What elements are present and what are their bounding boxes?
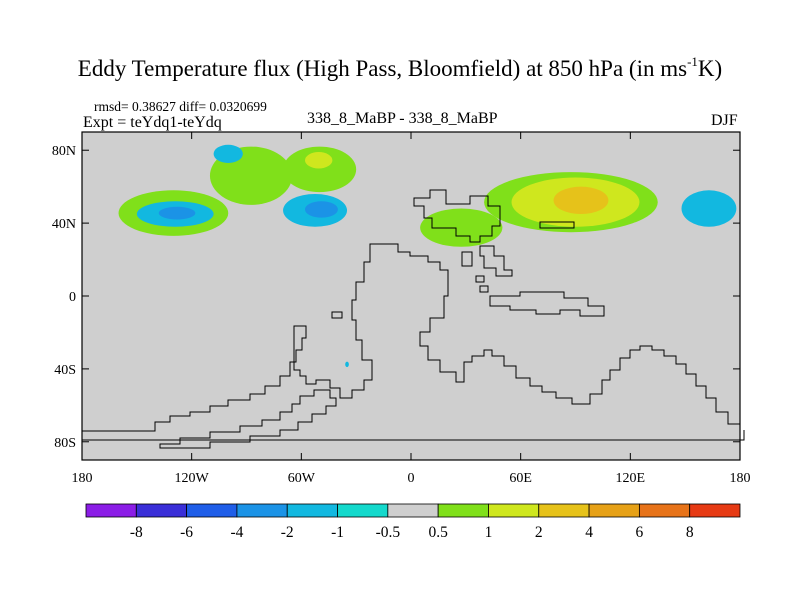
colorbar-swatch [186, 503, 238, 518]
colorbar-label: -0.5 [376, 524, 401, 541]
title-main: Eddy Temperature flux (High Pass, Bloomf… [77, 56, 688, 81]
chart-title: Eddy Temperature flux (High Pass, Bloomf… [0, 54, 800, 82]
colorbar-label: -4 [230, 524, 243, 541]
anomaly-region [304, 152, 333, 169]
colorbar-label: -6 [180, 524, 193, 541]
y-tick-label: 80N [52, 144, 76, 159]
x-tick-label: 180 [72, 471, 93, 486]
anomaly-region [304, 201, 338, 218]
anomaly-region [158, 206, 196, 220]
colorbar-swatch [135, 503, 188, 518]
colorbar-swatch [437, 503, 489, 518]
coastline-outline [82, 189, 745, 449]
axes: 180 120W 60W 0 60E 120E 180 80N 40N 0 40S 80S [52, 131, 751, 486]
expt-label: Expt = teYdq1-teYdq [83, 114, 222, 131]
colorbar-label: 6 [636, 524, 644, 541]
colorbar-swatch [286, 503, 338, 518]
plot-background [82, 132, 740, 460]
colorbar-label: 8 [686, 524, 694, 541]
colorbar-label: 4 [585, 524, 593, 541]
x-tick-label: 60E [509, 471, 532, 486]
colorbar-swatch [538, 503, 590, 518]
colorbar-swatch [387, 503, 439, 518]
title-superscript: -1 [687, 54, 698, 69]
colorbar-label: -8 [130, 524, 143, 541]
y-tick-label: 0 [69, 290, 76, 305]
x-tick-label: 180 [730, 471, 751, 486]
x-tick-label: 120E [616, 471, 646, 486]
colorbar-label: 1 [485, 524, 493, 541]
anomaly-region [553, 186, 609, 214]
stats-line: rmsd= 0.38627 diff= 0.0320699 [94, 99, 267, 114]
colorbar-swatch [689, 503, 741, 518]
colorbar-swatch [588, 503, 640, 518]
experiment-pair-label: 338_8_MaBP - 338_8_MaBP [307, 110, 498, 127]
x-tick-label: 120W [175, 471, 210, 486]
y-tick-label: 40S [54, 363, 76, 378]
anomaly-regions [118, 144, 737, 368]
anomaly-region [420, 208, 503, 247]
colorbar: -8 -6 -4 -2 -1 -0.5 0.5 1 2 4 6 8 [85, 503, 741, 541]
anomaly-region [345, 361, 349, 368]
colorbar-swatch [85, 503, 137, 518]
title-end: K) [697, 56, 723, 81]
anomaly-region [213, 144, 243, 163]
colorbar-swatch [638, 503, 691, 518]
colorbar-swatch [488, 503, 540, 518]
y-tick-label: 40N [52, 217, 76, 232]
season-label: DJF [711, 112, 738, 129]
colorbar-swatch [236, 503, 288, 518]
anomaly-region [681, 190, 737, 227]
anomaly-region [283, 146, 357, 193]
x-tick-label: 60W [288, 471, 316, 486]
colorbar-label: -2 [281, 524, 294, 541]
plot-area [82, 132, 740, 460]
colorbar-label: -1 [331, 524, 344, 541]
x-tick-label: 0 [408, 471, 415, 486]
colorbar-label: 0.5 [428, 524, 448, 541]
y-tick-label: 80S [54, 436, 76, 451]
colorbar-swatch [337, 503, 389, 518]
colorbar-label: 2 [535, 524, 543, 541]
